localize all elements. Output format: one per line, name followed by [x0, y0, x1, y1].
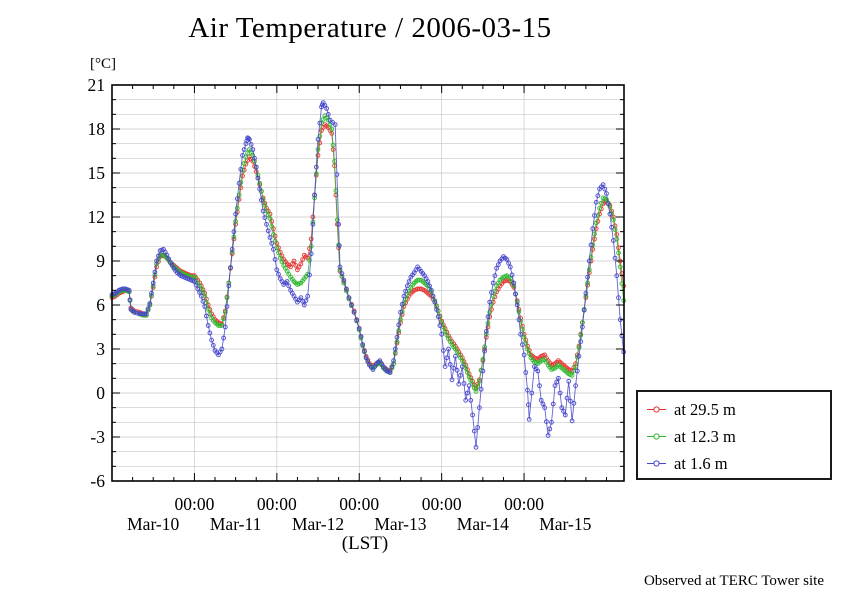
- svg-text:Mar-15: Mar-15: [539, 514, 591, 534]
- svg-text:6: 6: [96, 295, 105, 315]
- x-axis-label: (LST): [341, 533, 389, 554]
- svg-text:18: 18: [88, 119, 106, 139]
- svg-text:Mar-10: Mar-10: [127, 514, 179, 534]
- svg-text:00:00: 00:00: [422, 494, 462, 514]
- svg-text:3: 3: [96, 339, 105, 359]
- series-marker-29.5m-icon: [647, 406, 666, 413]
- legend-label: at 29.5 m: [674, 399, 736, 419]
- svg-text:21: 21: [88, 75, 106, 95]
- series-marker-12.3m-icon: [647, 433, 666, 440]
- svg-text:Mar-12: Mar-12: [292, 514, 344, 534]
- svg-text:15: 15: [88, 163, 106, 183]
- svg-text:00:00: 00:00: [257, 494, 297, 514]
- svg-text:0: 0: [96, 383, 105, 403]
- svg-text:9: 9: [96, 251, 105, 271]
- chart-title: Air Temperature / 2006-03-15: [188, 12, 552, 44]
- legend-item: at 29.5 m: [638, 396, 830, 423]
- y-axis-unit-label: [°C]: [90, 56, 116, 72]
- svg-text:00:00: 00:00: [339, 494, 379, 514]
- svg-text:-6: -6: [90, 471, 105, 491]
- svg-text:Mar-11: Mar-11: [210, 514, 261, 534]
- note-observed-site: Observed at TERC Tower site: [643, 573, 824, 589]
- legend-label: at 12.3 m: [674, 426, 736, 446]
- svg-text:12: 12: [88, 207, 106, 227]
- svg-text:00:00: 00:00: [504, 494, 544, 514]
- series-marker-1.6m-icon: [647, 460, 666, 467]
- footer-notes: Observed at TERC Tower site Created Auto…: [403, 534, 824, 595]
- legend-label: at 1.6 m: [674, 453, 728, 473]
- svg-text:Mar-14: Mar-14: [457, 514, 509, 534]
- svg-text:-3: -3: [90, 427, 105, 447]
- svg-text:Mar-13: Mar-13: [374, 514, 426, 534]
- legend-item: at 12.3 m: [638, 423, 830, 450]
- legend-box: at 29.5 m at 12.3 m at 1.6 m: [636, 390, 832, 480]
- svg-text:00:00: 00:00: [174, 494, 214, 514]
- legend-item: at 1.6 m: [638, 450, 830, 477]
